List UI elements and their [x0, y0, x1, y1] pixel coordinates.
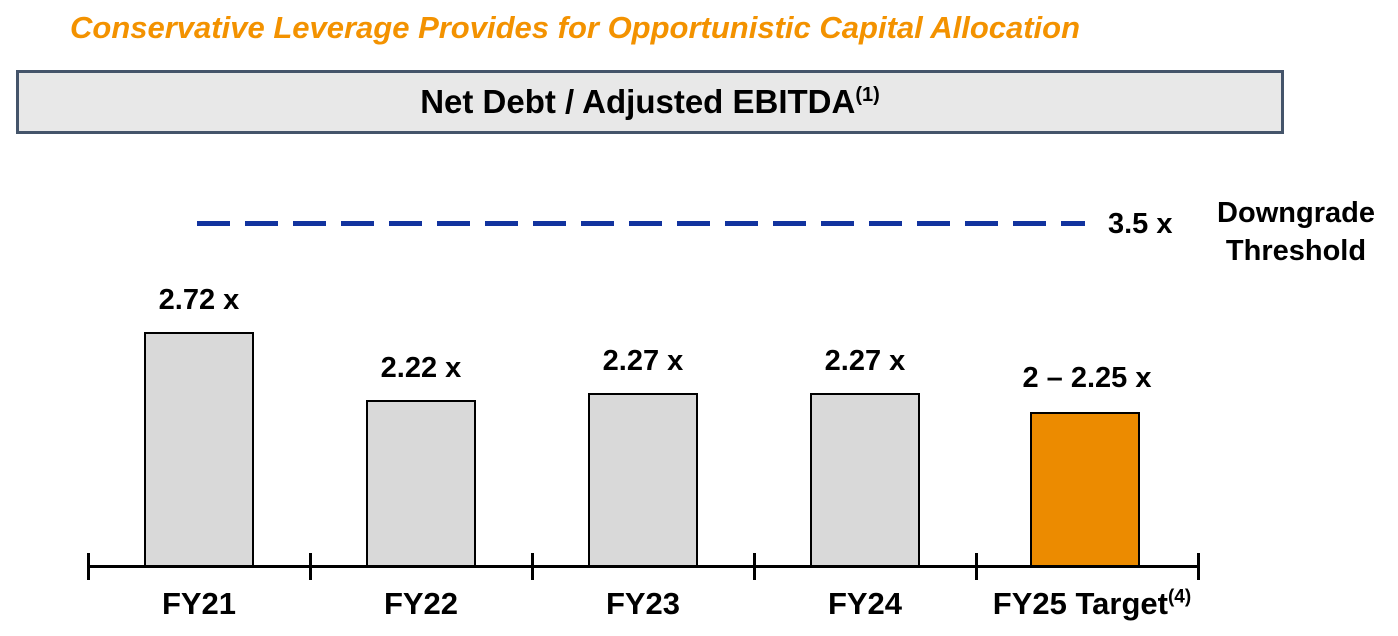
threshold-name-line2: Threshold — [1225, 235, 1367, 267]
threshold-name-line1: Downgrade — [1217, 197, 1375, 229]
x-axis-line — [88, 565, 1200, 568]
x-axis-label-fy23: FY23 — [605, 586, 681, 621]
x-axis-label-fy22: FY22 — [383, 586, 459, 621]
x-axis-tick-3 — [531, 553, 534, 580]
fy25-footnote-marker: (4) — [1167, 586, 1192, 608]
bar-fy23 — [588, 393, 698, 567]
x-axis-label-fy21: FY21 — [161, 586, 237, 621]
x-axis-tick-4 — [753, 553, 756, 580]
bar-value-label-fy25: 2 – 2.25 x — [1022, 362, 1152, 394]
x-axis-tick-2 — [309, 553, 312, 580]
bar-fy24 — [810, 393, 920, 567]
slide-title: Conservative Leverage Provides for Oppor… — [70, 10, 1081, 45]
bar-value-label-fy22: 2.22 x — [380, 352, 462, 384]
x-axis-label-fy24: FY24 — [827, 586, 903, 621]
threshold-dashed-line — [197, 221, 1085, 226]
x-axis-tick-1 — [87, 553, 90, 580]
bar-value-label-fy21: 2.72 x — [158, 284, 240, 316]
bar-fy21 — [144, 332, 254, 567]
bar-fy25-target — [1030, 412, 1140, 567]
chart-header-text: Net Debt / Adjusted EBITDA(1) — [420, 83, 880, 121]
bar-value-label-fy24: 2.27 x — [824, 345, 906, 377]
x-axis-label-fy25-target: FY25 Target(4) — [992, 586, 1192, 621]
bar-fy22 — [366, 400, 476, 567]
threshold-name-label: Downgrade Threshold — [1196, 194, 1396, 270]
bar-value-label-fy23: 2.27 x — [602, 345, 684, 377]
header-footnote-marker: (1) — [855, 84, 880, 106]
x-axis-tick-5 — [975, 553, 978, 580]
x-axis-tick-6 — [1197, 553, 1200, 580]
chart-header-box: Net Debt / Adjusted EBITDA(1) — [16, 70, 1284, 134]
chart-header-label: Net Debt / Adjusted EBITDA — [420, 83, 856, 120]
threshold-value-label: 3.5 x — [1108, 208, 1173, 240]
